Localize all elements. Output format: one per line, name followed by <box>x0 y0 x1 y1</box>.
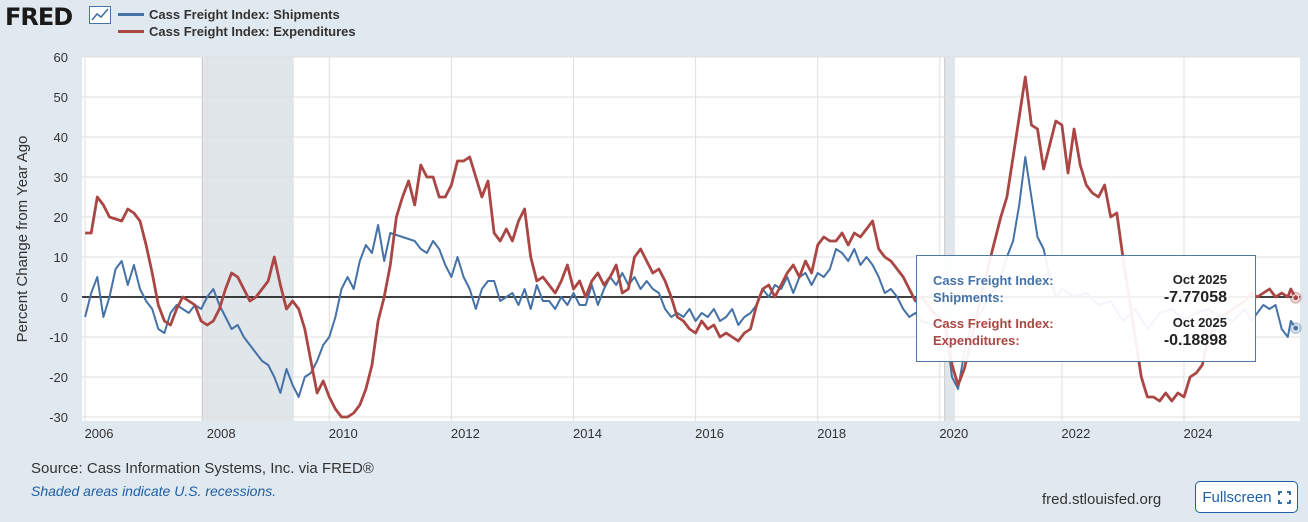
recession-band-0 <box>202 57 294 421</box>
y-tick-label-9: 60 <box>54 50 68 65</box>
expand-icon <box>1277 490 1291 504</box>
y-tick-label-8: 50 <box>54 90 68 105</box>
tooltip-shipments-name: Cass Freight Index: Shipments: <box>933 273 1054 305</box>
x-tick-label-9: 2024 <box>1184 426 1213 441</box>
y-tick-label-0: -30 <box>49 410 68 425</box>
recession-band-1 <box>944 57 956 421</box>
legend-swatch-shipments <box>118 13 144 16</box>
legend-item-shipments[interactable]: Cass Freight Index: Shipments <box>118 6 356 23</box>
recession-note: Shaded areas indicate U.S. recessions. <box>31 483 277 499</box>
legend-label-shipments: Cass Freight Index: Shipments <box>149 7 340 22</box>
x-tick-label-0: 2006 <box>85 426 114 441</box>
header: FRED Cass Freight Index: Shipments Cass … <box>0 0 1308 48</box>
x-tick-label-2: 2010 <box>329 426 358 441</box>
fullscreen-label: Fullscreen <box>1202 488 1272 506</box>
x-tick-label-8: 2022 <box>1061 426 1090 441</box>
x-tick-label-7: 2020 <box>939 426 968 441</box>
x-tick-label-3: 2012 <box>451 426 480 441</box>
source-note: Source: Cass Information Systems, Inc. v… <box>31 460 374 477</box>
fred-logo[interactable]: FRED <box>5 3 73 31</box>
x-tick-label-1: 2008 <box>207 426 236 441</box>
y-tick-label-5: 20 <box>54 210 68 225</box>
legend-label-expenditures: Cass Freight Index: Expenditures <box>149 24 356 39</box>
tooltip-shipments-date: Oct 2025 <box>1172 272 1227 287</box>
chart-tooltip: Cass Freight Index: Shipments: Oct 2025 … <box>916 255 1256 362</box>
y-tick-label-6: 30 <box>54 170 68 185</box>
tooltip-expenditures-date: Oct 2025 <box>1172 315 1227 330</box>
tooltip-expenditures-name: Cass Freight Index: Expenditures: <box>933 316 1054 348</box>
x-tick-label-6: 2018 <box>817 426 846 441</box>
site-url[interactable]: fred.stlouisfed.org <box>1042 491 1162 508</box>
y-tick-label-7: 40 <box>54 130 68 145</box>
tooltip-expenditures-value: -0.18898 <box>1163 332 1227 349</box>
y-tick-label-2: -10 <box>49 330 68 345</box>
fullscreen-button[interactable]: Fullscreen <box>1195 481 1298 513</box>
y-tick-label-3: 0 <box>61 290 68 305</box>
x-tick-label-5: 2016 <box>695 426 724 441</box>
chart-legend: Cass Freight Index: Shipments Cass Freig… <box>118 6 356 40</box>
line-chart[interactable]: -30 -20 -10 0 10 20 30 40 50 60 2006 2008 2010 2012 20… <box>0 40 1308 460</box>
y-axis-label: Percent Change from Year Ago <box>14 136 31 343</box>
tooltip-shipments-value: -7.77058 <box>1163 289 1227 306</box>
series-marker-0 <box>1292 324 1300 332</box>
series-line-expenditures <box>85 75 1297 419</box>
series-marker-1 <box>1292 294 1300 302</box>
legend-swatch-expenditures <box>118 30 144 33</box>
y-tick-label-4: 10 <box>54 250 68 265</box>
legend-item-expenditures[interactable]: Cass Freight Index: Expenditures <box>118 23 356 40</box>
x-tick-label-4: 2014 <box>573 426 602 441</box>
y-tick-label-1: -20 <box>49 370 68 385</box>
chart-line-icon <box>89 6 111 24</box>
series-line-shipments <box>84 156 1297 398</box>
